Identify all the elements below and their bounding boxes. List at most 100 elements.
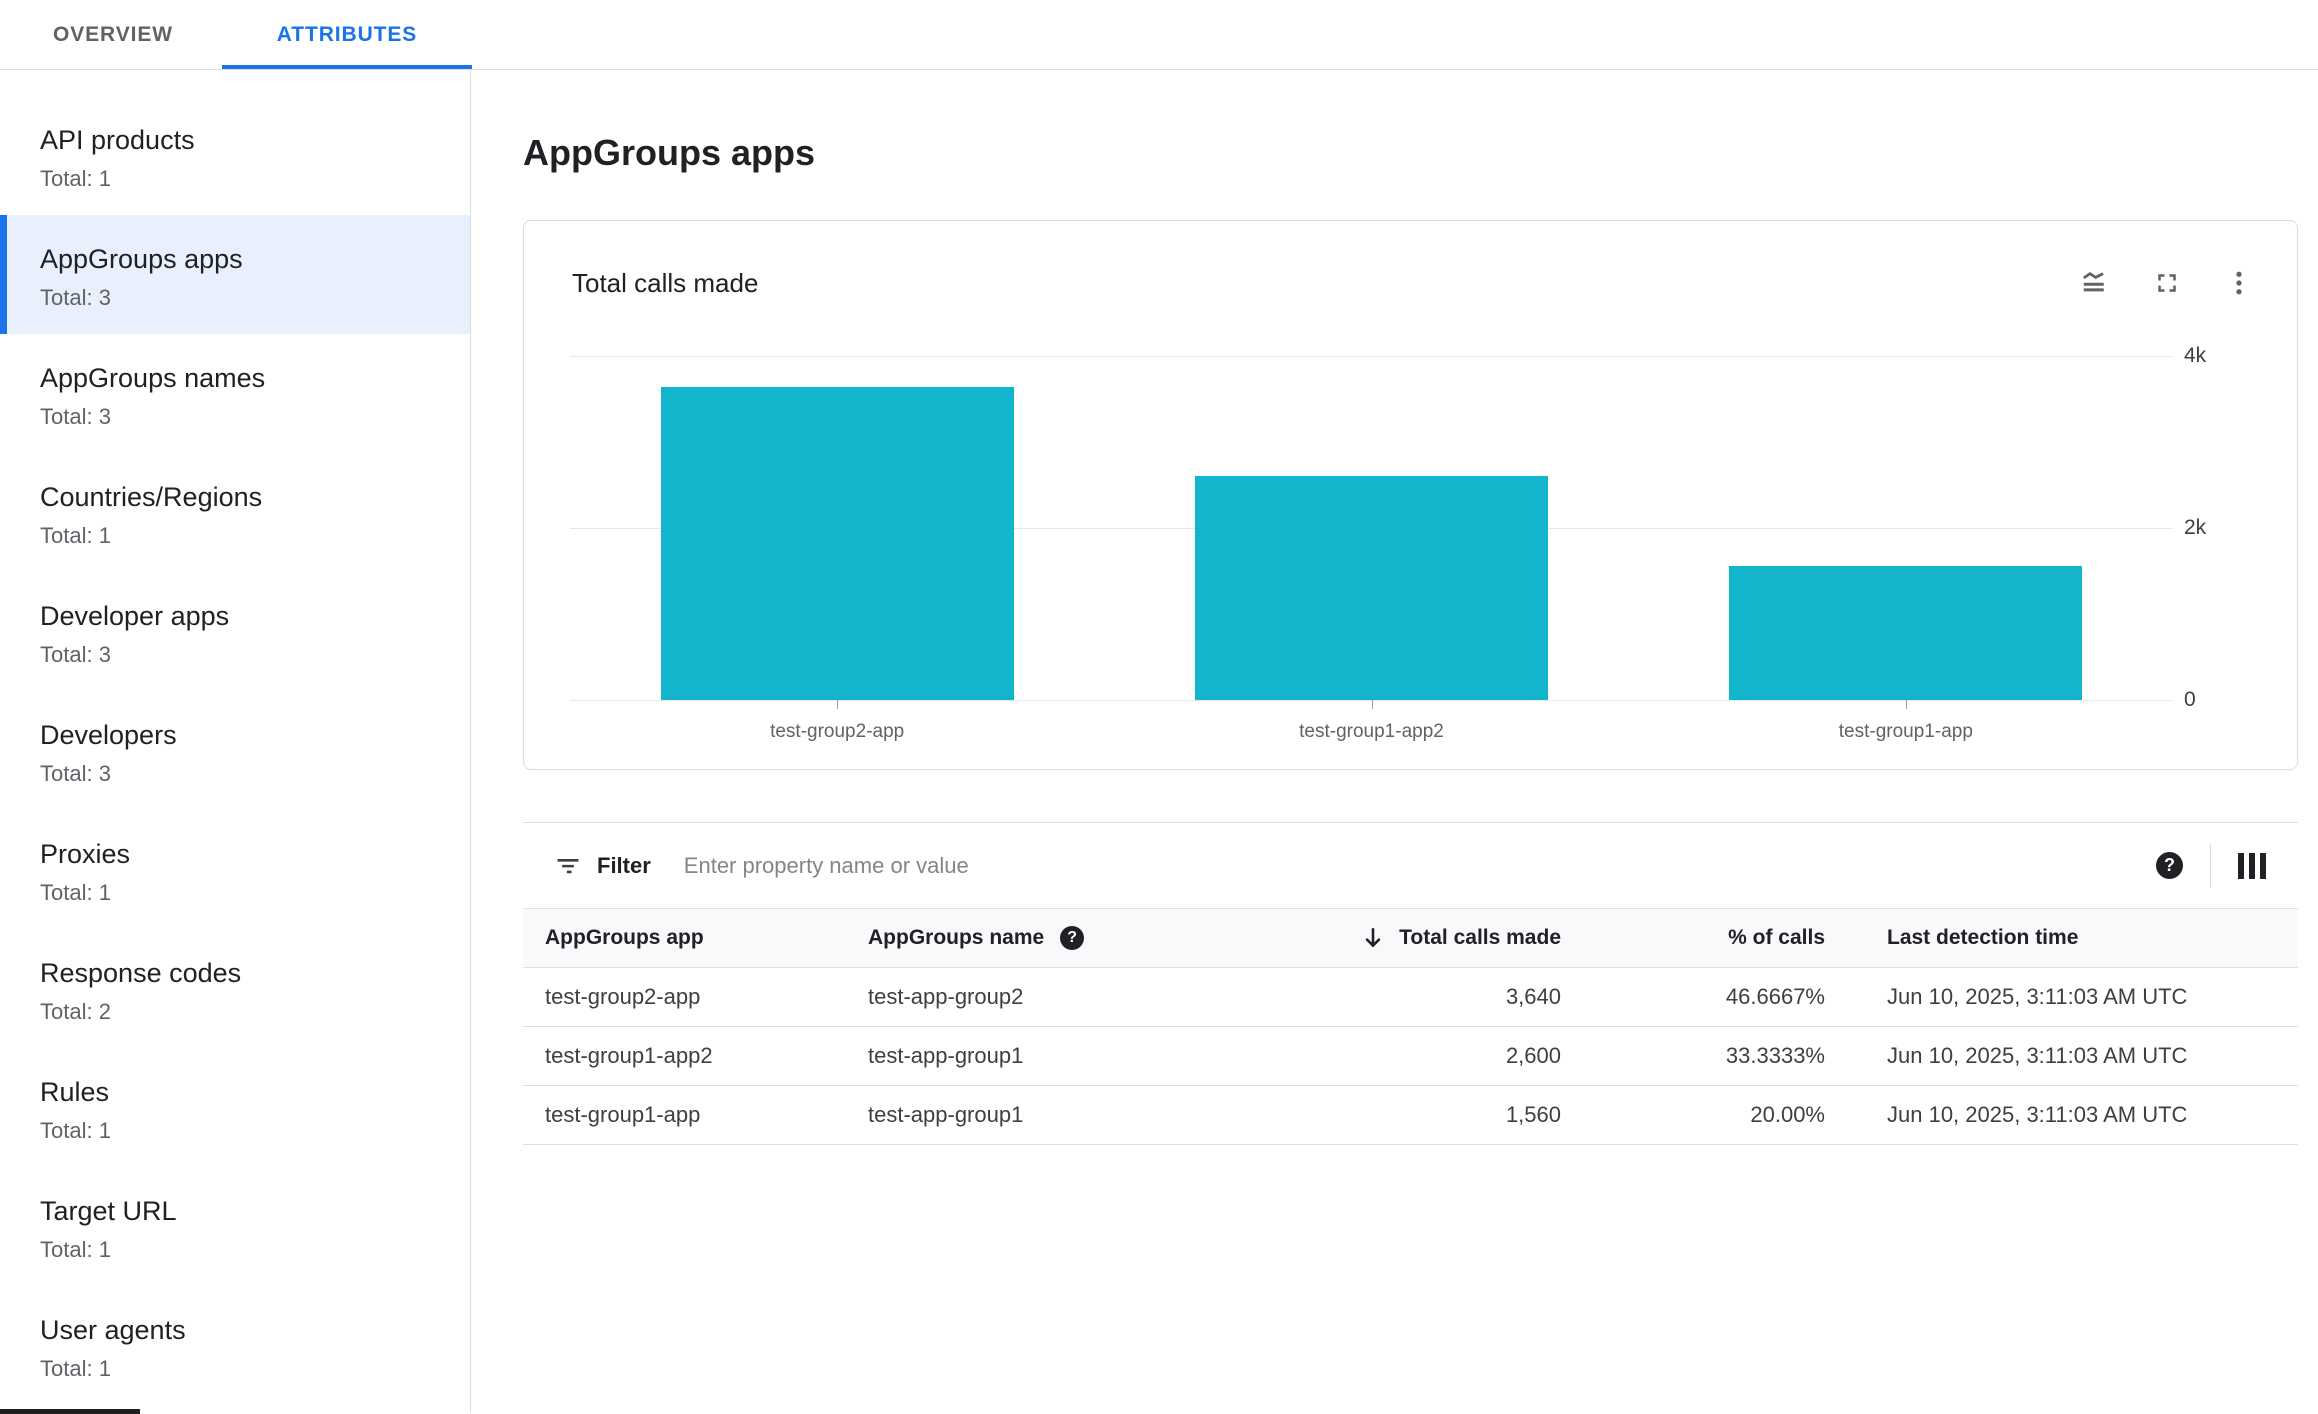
sidebar-item-total: Total: 3: [40, 404, 111, 429]
sidebar-item-api-products[interactable]: API products Total: 1: [0, 96, 470, 215]
table-body: test-group2-app test-app-group2 3,640 46.66…: [523, 968, 2298, 1145]
page-title: AppGroups apps: [523, 132, 816, 173]
cell-appgroups-name: test-app-group1: [868, 1102, 1024, 1127]
sidebar-item-total: Total: 3: [40, 285, 111, 310]
cell-total-calls: 3,640: [1505, 984, 1561, 1009]
sidebar-item-total: Total: 1: [40, 166, 111, 191]
filter-icon: [554, 852, 582, 880]
bar-test-group1-app2[interactable]: [1195, 476, 1548, 700]
appgroups-name-help-icon[interactable]: ?: [1060, 926, 1085, 950]
chart-type-icon[interactable]: [2079, 267, 2111, 299]
main-panel: AppGroups apps Total calls made: [471, 70, 2318, 1413]
sidebar-item-label: Countries/Regions: [40, 482, 263, 512]
cell-appgroups-name: test-app-group1: [868, 1043, 1024, 1068]
x-axis-tick: [1905, 700, 1907, 709]
filter-divider: [2210, 843, 2211, 888]
chart-actions: [2079, 267, 2255, 299]
sidebar-item-label: Rules: [40, 1077, 110, 1107]
sidebar-item-total: Total: 1: [40, 1237, 111, 1262]
cell-pct-of-calls: 46.6667%: [1725, 984, 1825, 1009]
sidebar-item-label: API products: [40, 125, 195, 155]
sidebar-item-user-agents[interactable]: User agents Total: 1: [0, 1286, 470, 1405]
table-row: test-group1-app2 test-app-group1 2,600 33.3…: [523, 1027, 2298, 1086]
column-header-total-calls-label: Total calls made: [1399, 926, 1561, 949]
filter-help-icon[interactable]: ?: [2156, 852, 2183, 879]
sidebar-item-label: Response codes: [40, 958, 242, 988]
attributes-sidebar: API products Total: 1 AppGroups apps Total:…: [0, 70, 471, 1413]
sidebar-item-countries-regions[interactable]: Countries/Regions Total: 1: [0, 453, 470, 572]
chart-card-header: Total calls made: [524, 221, 2297, 299]
tab-overview[interactable]: OVERVIEW: [52, 22, 173, 46]
sidebar-item-proxies[interactable]: Proxies Total: 1: [0, 810, 470, 929]
sidebar-item-total: Total: 1: [40, 880, 111, 905]
cell-last-detection-time: Jun 10, 2025, 3:11:03 AM UTC: [1887, 984, 2188, 1009]
tab-attributes[interactable]: ATTRIBUTES: [222, 0, 472, 69]
chart-card: Total calls made: [523, 220, 2298, 770]
table-row: test-group2-app test-app-group2 3,640 46.66…: [523, 968, 2298, 1027]
tab-bar: OVERVIEW ATTRIBUTES: [0, 0, 2318, 70]
x-axis-label: test-group1-app: [1838, 721, 1973, 742]
sort-descending-icon: [1360, 925, 1386, 951]
sidebar-item-label: Target URL: [40, 1196, 177, 1226]
cell-appgroups-name: test-app-group2: [868, 984, 1024, 1009]
bar-test-group1-app[interactable]: [1729, 565, 2083, 700]
column-header-total-calls[interactable]: Total calls made: [1188, 925, 1561, 951]
cell-appgroups-app: test-group1-app2: [545, 1043, 713, 1068]
attribute-table-section: Filter ? AppGroups app AppGroups name ?: [523, 822, 2298, 1145]
sidebar-item-total: Total: 3: [40, 761, 111, 786]
sidebar-item-developers[interactable]: Developers Total: 3: [0, 691, 470, 810]
cell-last-detection-time: Jun 10, 2025, 3:11:03 AM UTC: [1887, 1102, 2188, 1127]
cell-appgroups-app: test-group1-app: [545, 1102, 701, 1127]
column-header-appgroups-app[interactable]: AppGroups app: [545, 926, 704, 949]
sidebar-item-label: Developer apps: [40, 601, 230, 631]
bar-chart-plot: 0 2k 4k test-group2-app test-group1-app2 test…: [570, 344, 2206, 742]
y-axis-tick-label: 2k: [2184, 516, 2207, 539]
sidebar-item-appgroups-names[interactable]: AppGroups names Total: 3: [0, 334, 470, 453]
sidebar-item-target-url[interactable]: Target URL Total: 1: [0, 1167, 470, 1286]
sidebar-item-total: Total: 1: [40, 1118, 111, 1143]
fullscreen-icon[interactable]: [2151, 267, 2183, 299]
sidebar-item-label: AppGroups apps: [40, 244, 243, 274]
x-axis-tick: [837, 700, 839, 709]
table-header-row: AppGroups app AppGroups name ? Total cal…: [523, 908, 2298, 968]
column-header-appgroups-name[interactable]: AppGroups name ?: [868, 926, 1188, 950]
cell-appgroups-app: test-group2-app: [545, 984, 701, 1009]
chart-title: Total calls made: [572, 267, 759, 298]
sidebar-item-total: Total: 3: [40, 642, 111, 667]
sidebar-item-label: Proxies: [40, 839, 131, 869]
column-header-last-detection-time[interactable]: Last detection time: [1887, 926, 2079, 949]
sidebar-item-total: Total: 1: [40, 523, 111, 548]
sidebar-item-response-codes[interactable]: Response codes Total: 2: [0, 929, 470, 1048]
y-axis-tick-label: 4k: [2184, 344, 2207, 367]
gridline-4k: [570, 356, 2173, 357]
sidebar-item-label: User agents: [40, 1315, 186, 1345]
filter-input[interactable]: [683, 852, 2156, 879]
cell-pct-of-calls: 20.00%: [1750, 1102, 1825, 1127]
x-axis-tick: [1371, 700, 1373, 709]
sidebar-item-developer-apps[interactable]: Developer apps Total: 3: [0, 572, 470, 691]
filter-label: Filter: [597, 852, 651, 878]
sidebar-item-rules[interactable]: Rules Total: 1: [0, 1048, 470, 1167]
column-settings-icon[interactable]: [2238, 852, 2278, 879]
horizontal-scrollbar-thumb[interactable]: [0, 1409, 140, 1414]
cell-total-calls: 2,600: [1505, 1043, 1561, 1068]
sidebar-item-list: API products Total: 1 AppGroups apps Total:…: [0, 96, 470, 1405]
y-axis-tick-label: 0: [2184, 688, 2196, 711]
sidebar-item-label: Developers: [40, 720, 177, 750]
sidebar-item-label: AppGroups names: [40, 363, 266, 393]
column-header-pct-of-calls[interactable]: % of calls: [1728, 926, 1825, 949]
filter-bar: Filter ?: [523, 823, 2298, 908]
sidebar-item-total: Total: 2: [40, 999, 111, 1024]
more-vert-icon[interactable]: [2223, 267, 2255, 299]
cell-pct-of-calls: 33.3333%: [1725, 1043, 1825, 1068]
bar-chart: 0 2k 4k test-group2-app test-group1-app2 test…: [570, 344, 2299, 756]
cell-total-calls: 1,560: [1505, 1102, 1561, 1127]
cell-last-detection-time: Jun 10, 2025, 3:11:03 AM UTC: [1887, 1043, 2188, 1068]
sidebar-item-appgroups-apps[interactable]: AppGroups apps Total: 3: [0, 215, 470, 334]
x-axis-label: test-group1-app2: [1299, 721, 1444, 742]
bar-test-group2-app[interactable]: [660, 386, 1014, 700]
table-row: test-group1-app test-app-group1 1,560 20.00…: [523, 1086, 2298, 1145]
sidebar-item-total: Total: 1: [40, 1356, 111, 1381]
column-header-appgroups-name-label: AppGroups name: [868, 926, 1045, 949]
content: API products Total: 1 AppGroups apps Total:…: [0, 70, 2318, 1413]
